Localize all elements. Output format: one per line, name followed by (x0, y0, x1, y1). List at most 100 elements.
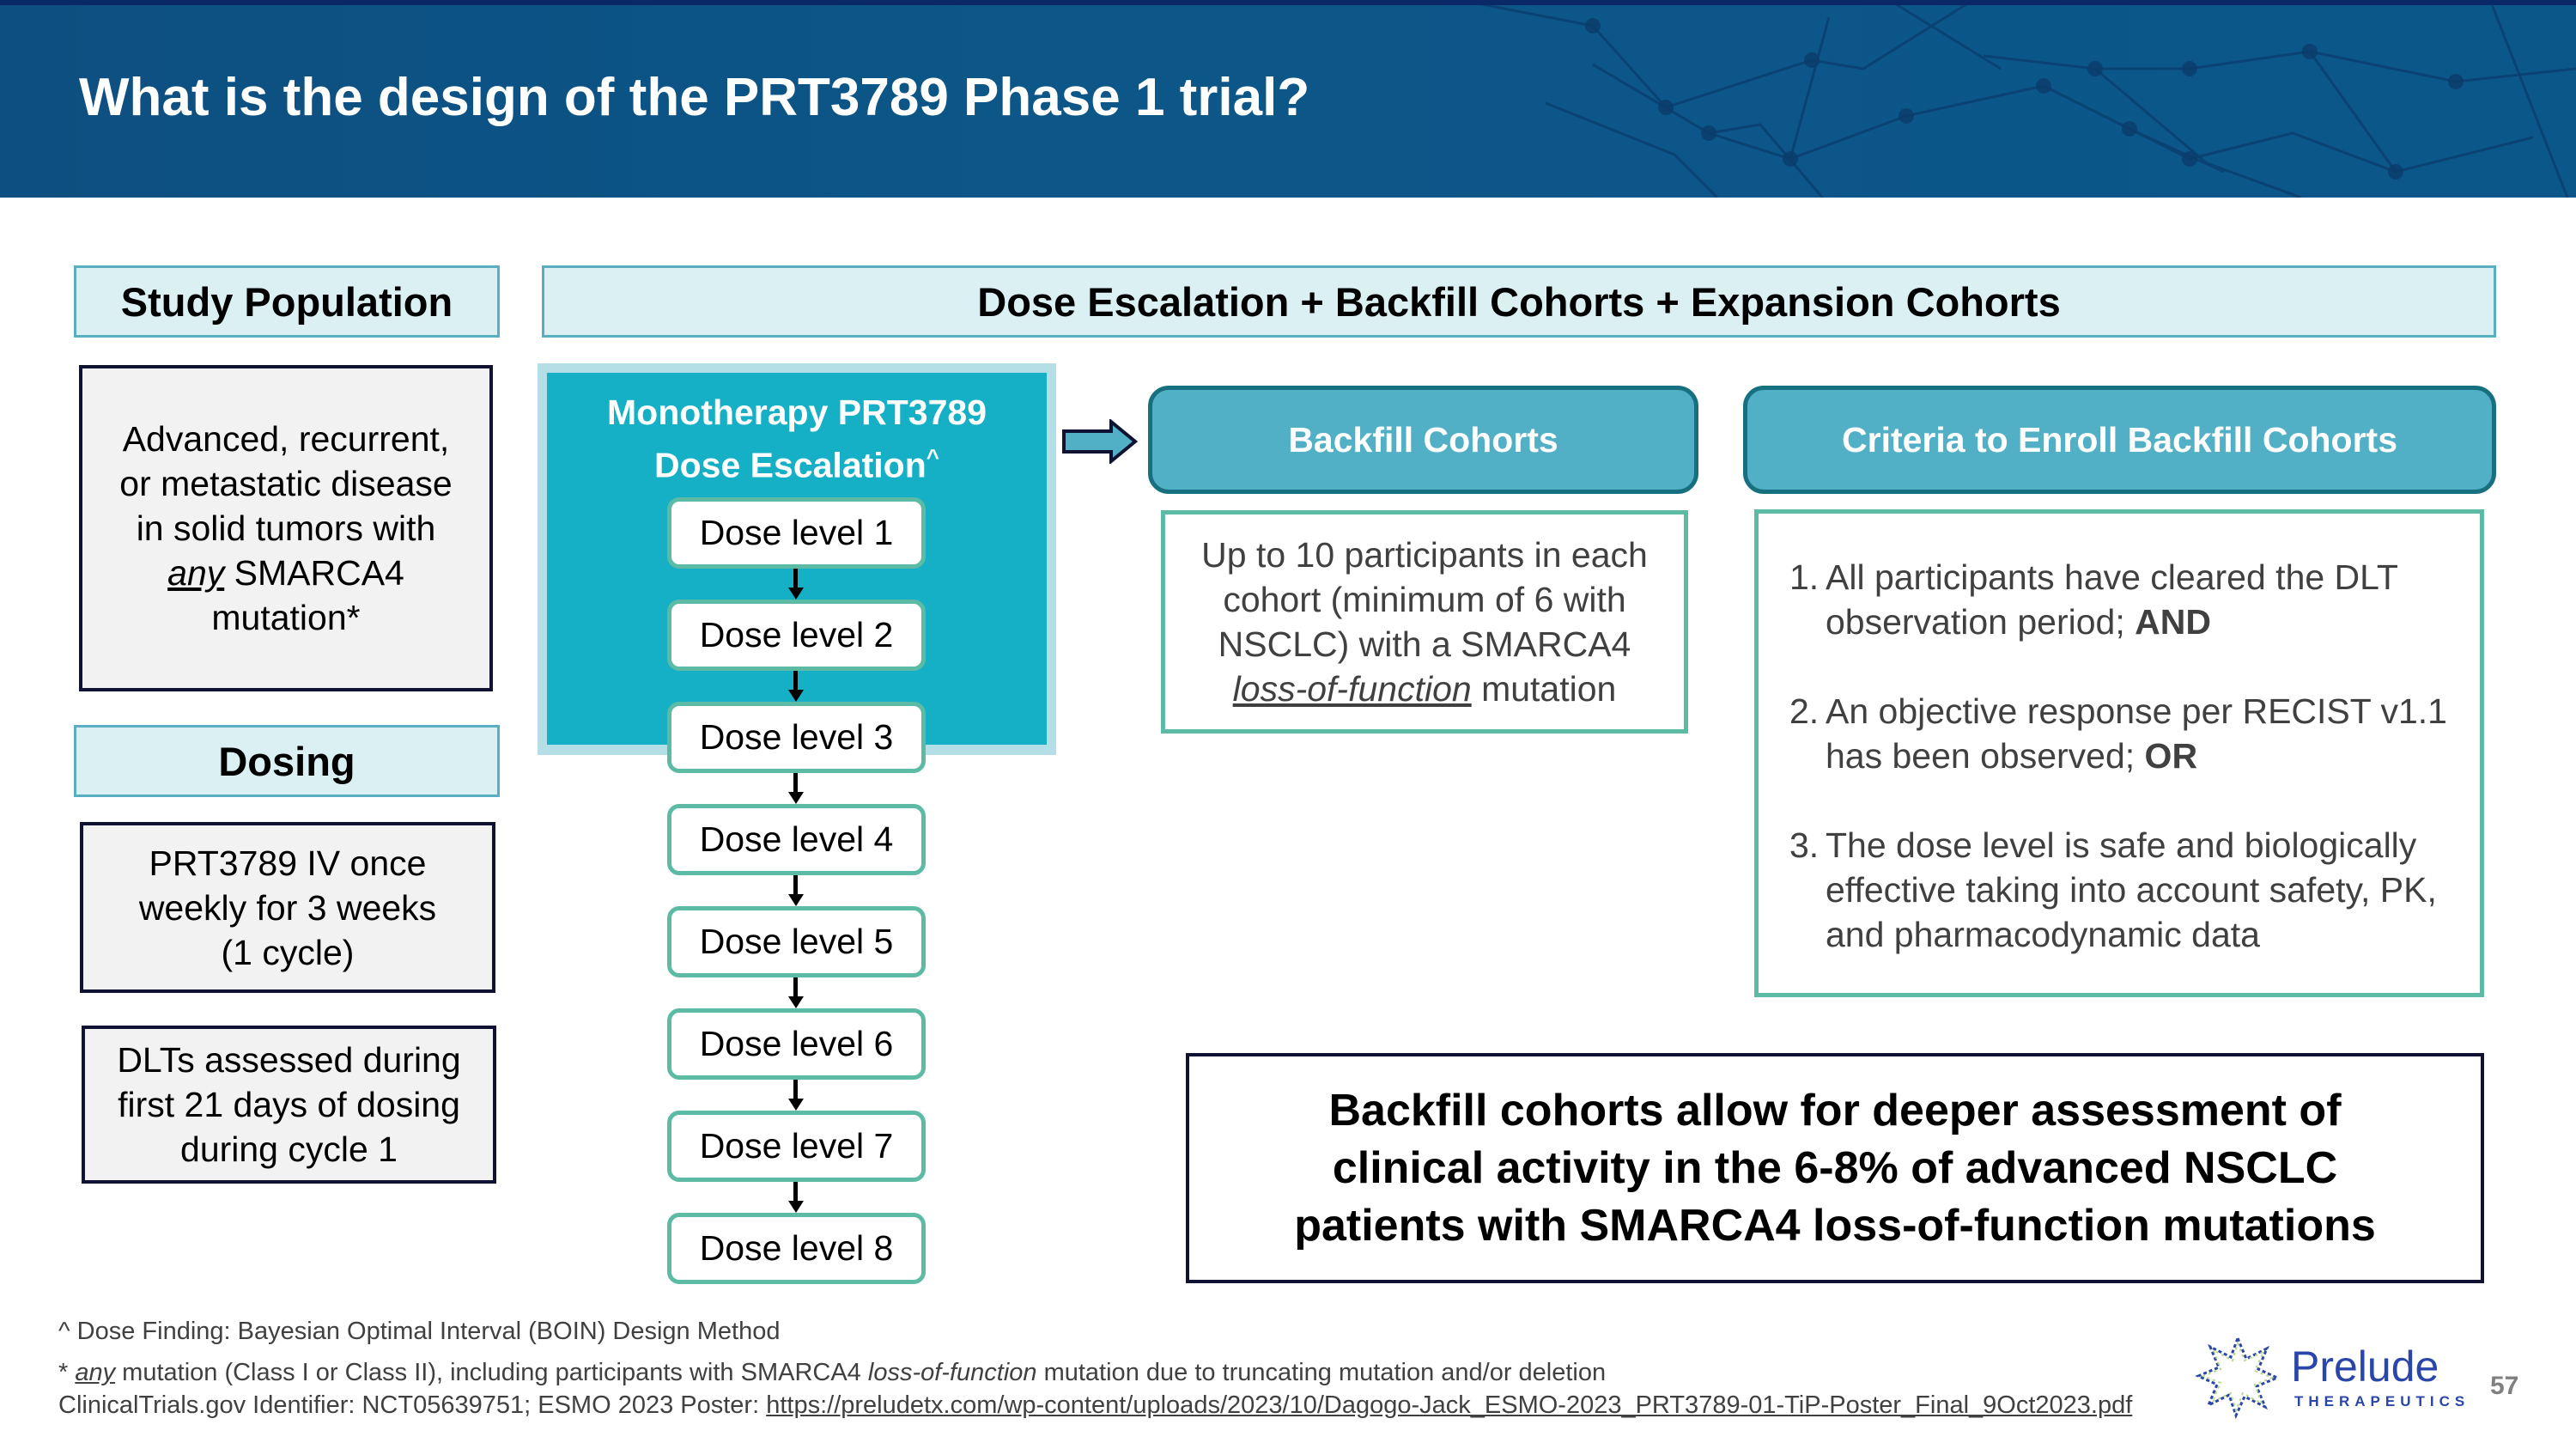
dosing-header: Dosing (74, 725, 500, 797)
criteria-header-label: Criteria to Enroll Backfill Cohorts (1842, 419, 2397, 460)
dose-level-label: Dose level 6 (699, 1024, 894, 1063)
footnote-source: ClinicalTrials.gov Identifier: NCT056397… (58, 1391, 2132, 1420)
study-population-header-label: Study Population (120, 278, 453, 325)
criteria-text: An objective response per RECIST v1.1 ha… (1826, 689, 2459, 778)
criteria-number: 3. (1789, 825, 1820, 865)
down-arrow-icon (787, 1080, 805, 1111)
backfill-line: Up to 10 participants in each (1201, 535, 1648, 575)
dose-level-label: Dose level 5 (699, 922, 894, 961)
criteria-connector: AND (2135, 602, 2211, 642)
backfill-cohorts-header-label: Backfill Cohorts (1288, 419, 1558, 460)
down-arrow-icon (787, 671, 805, 702)
dosing-line: PRT3789 IV once (149, 843, 427, 883)
study-population-line: mutation* (211, 598, 361, 637)
down-arrow-icon (787, 773, 805, 804)
key-message-line: patients with SMARCA4 loss-of-function m… (1294, 1200, 2376, 1251)
slide-title: What is the design of the PRT3789 Phase … (79, 68, 1310, 127)
dlt-line: during cycle 1 (180, 1129, 398, 1169)
criteria-text-body: An objective response per RECIST v1.1 ha… (1826, 691, 2447, 776)
smarca-text: SMARCA4 (224, 553, 404, 593)
criteria-text-body: All participants have cleared the DLT ob… (1826, 557, 2398, 642)
loss-of-function-emphasis: loss-of-function (1232, 669, 1472, 709)
criteria-connector: OR (2144, 736, 2198, 776)
key-message-box: Backfill cohorts allow for deeper assess… (1186, 1053, 2484, 1283)
backfill-line: NSCLC) with a SMARCA4 (1218, 624, 1631, 664)
source-prefix: ClinicalTrials.gov Identifier: NCT056397… (58, 1391, 767, 1419)
dose-level-label: Dose level 8 (699, 1228, 894, 1268)
key-message-line: Backfill cohorts allow for deeper assess… (1328, 1085, 2342, 1135)
any-emphasis: any (75, 1359, 116, 1386)
study-population-line: or metastatic disease (119, 464, 453, 503)
prelude-logo-wordmark: Prelude (2291, 1342, 2439, 1391)
criteria-item-3: 3. The dose level is safe and biological… (1789, 823, 2459, 957)
down-arrow-icon (787, 569, 805, 600)
dlt-assessment-text: DLTs assessed during first 21 days of do… (117, 1038, 460, 1172)
dlt-line: DLTs assessed during (117, 1040, 461, 1080)
dose-level-label: Dose level 2 (699, 615, 894, 654)
any-emphasis: any (167, 553, 225, 593)
study-population-header: Study Population (74, 265, 500, 338)
criteria-header: Criteria to Enroll Backfill Cohorts (1743, 386, 2496, 494)
footnote-mutation: * any mutation (Class I or Class II), in… (58, 1359, 1606, 1387)
backfill-suffix: mutation (1471, 669, 1617, 709)
dose-level-label: Dose level 4 (699, 819, 894, 859)
poster-link[interactable]: https://preludetx.com/wp-content/uploads… (766, 1391, 2133, 1419)
page-number: 57 (2490, 1372, 2519, 1400)
dosing-schedule-text: PRT3789 IV once weekly for 3 weeks (1 cy… (139, 841, 436, 975)
criteria-number: 1. (1789, 557, 1820, 597)
down-arrow-icon (787, 1182, 805, 1213)
criteria-text: All participants have cleared the DLT ob… (1826, 555, 2459, 644)
dose-escalation-expansion-header: Dose Escalation + Backfill Cohorts + Exp… (542, 265, 2496, 338)
escalation-footnote-marker: ^ (926, 444, 939, 470)
footnote-boin: ^ Dose Finding: Bayesian Optimal Interva… (58, 1318, 781, 1345)
footnote-marker: * (58, 1359, 76, 1386)
dose-level-label: Dose level 7 (699, 1126, 894, 1166)
criteria-box: 1. All participants have cleared the DLT… (1754, 509, 2484, 997)
criteria-item-1: 1. All participants have cleared the DLT… (1789, 555, 2459, 644)
backfill-description-text: Up to 10 participants in each cohort (mi… (1201, 533, 1648, 711)
right-arrow-icon (1061, 417, 1139, 466)
dose-level-8: Dose level 8 (667, 1213, 926, 1284)
dosing-line: (1 cycle) (221, 932, 355, 972)
criteria-list: 1. All participants have cleared the DLT… (1789, 555, 2459, 957)
criteria-text: The dose level is safe and biologically … (1826, 823, 2459, 957)
dosing-line: weekly for 3 weeks (138, 887, 437, 928)
dose-level-5: Dose level 5 (667, 906, 926, 977)
dlt-line: first 21 days of dosing (118, 1085, 460, 1124)
key-message-line: clinical activity in the 6-8% of advance… (1332, 1142, 2338, 1193)
prelude-logo-icon (2195, 1333, 2281, 1420)
escalation-title: Monotherapy PRT3789 Dose Escalation^ (547, 390, 1047, 488)
study-population-text: Advanced, recurrent, or metastatic disea… (119, 417, 452, 640)
prelude-logo-subtitle: THERAPEUTICS (2294, 1393, 2470, 1409)
down-arrow-icon (787, 875, 805, 906)
dose-level-label: Dose level 1 (699, 513, 894, 552)
dose-level-3: Dose level 3 (667, 702, 926, 773)
loss-of-function-emphasis: loss-of-function (867, 1359, 1037, 1386)
key-message-text: Backfill cohorts allow for deeper assess… (1294, 1082, 2376, 1255)
footnote-text: mutation (Class I or Class II), includin… (115, 1359, 868, 1386)
criteria-number: 2. (1789, 691, 1820, 731)
dose-level-4: Dose level 4 (667, 804, 926, 875)
dose-level-7: Dose level 7 (667, 1111, 926, 1182)
backfill-line: cohort (minimum of 6 with (1223, 580, 1626, 619)
main-header-label: Dose Escalation + Backfill Cohorts + Exp… (977, 278, 2061, 325)
escalation-title-line1: Monotherapy PRT3789 (607, 393, 987, 432)
down-arrow-icon (787, 977, 805, 1008)
study-population-line: Advanced, recurrent, (122, 419, 450, 459)
backfill-cohorts-header: Backfill Cohorts (1148, 386, 1698, 494)
dosing-header-label: Dosing (218, 738, 355, 784)
dose-level-label: Dose level 3 (699, 717, 894, 757)
dosing-schedule-box: PRT3789 IV once weekly for 3 weeks (1 cy… (80, 822, 495, 993)
escalation-title-line2: Dose Escalation^ (547, 435, 1047, 488)
study-population-line: any SMARCA4 (119, 551, 452, 595)
banner-top-strip (0, 0, 2576, 5)
title-banner (0, 0, 2576, 198)
footnote-text: mutation due to truncating mutation and/… (1036, 1359, 1607, 1386)
criteria-item-2: 2. An objective response per RECIST v1.1… (1789, 689, 2459, 778)
dlt-assessment-box: DLTs assessed during first 21 days of do… (82, 1026, 496, 1184)
study-population-line: in solid tumors with (136, 508, 436, 548)
escalation-title-text: Dose Escalation (654, 445, 927, 485)
dose-level-2: Dose level 2 (667, 600, 926, 671)
backfill-description-box: Up to 10 participants in each cohort (mi… (1161, 510, 1688, 734)
study-population-box: Advanced, recurrent, or metastatic disea… (79, 365, 493, 691)
